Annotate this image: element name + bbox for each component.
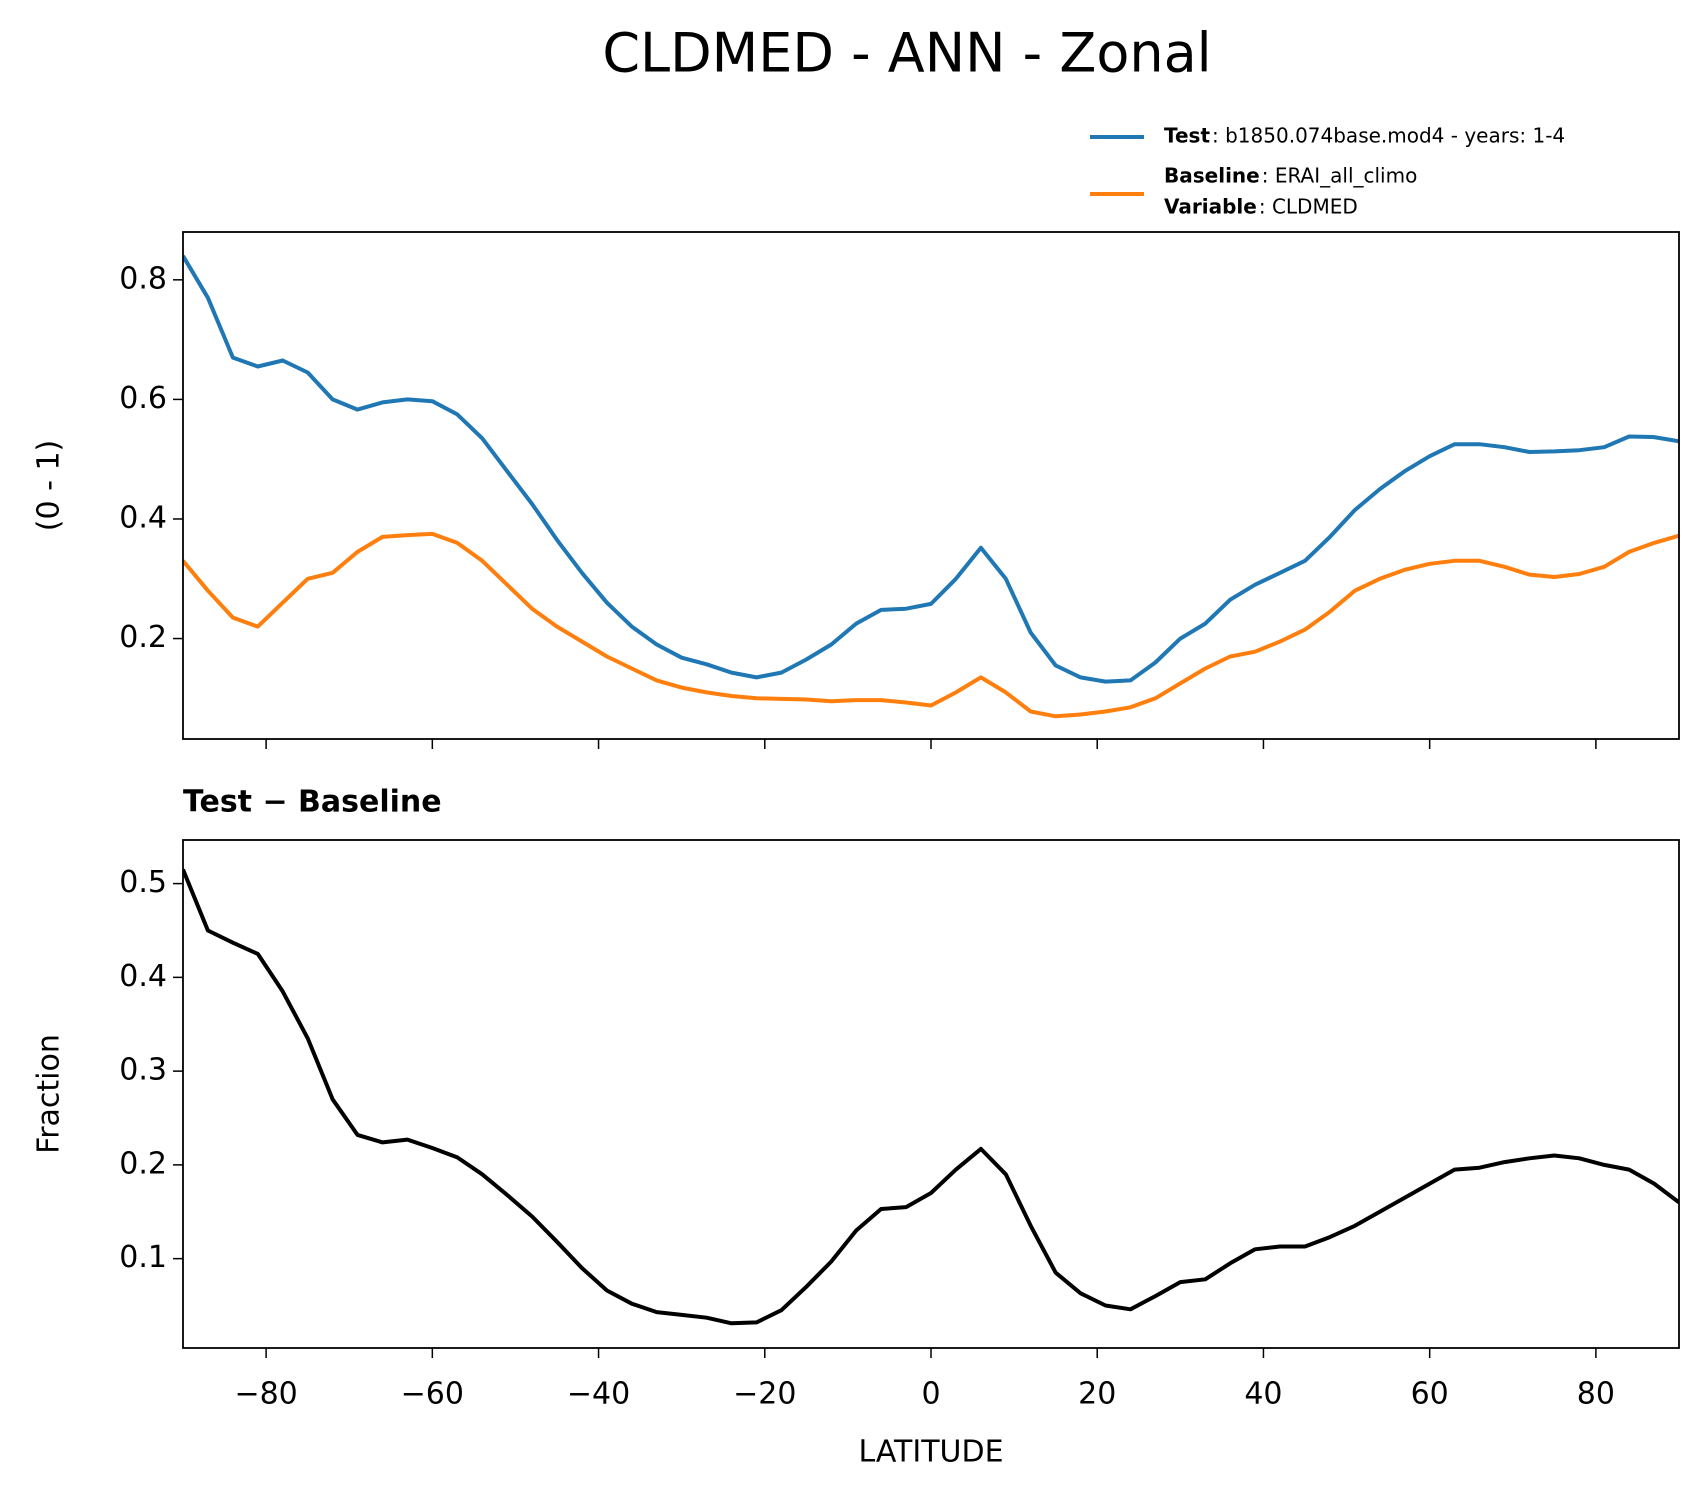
- y-tick-label: 0.3: [119, 1053, 167, 1088]
- legend-name: Baseline: [1164, 164, 1260, 188]
- legend-name: Variable: [1164, 195, 1257, 219]
- y-tick-label: 0.6: [119, 381, 167, 416]
- y-tick-label: 0.2: [119, 1146, 167, 1181]
- x-axis-label: LATITUDE: [858, 1435, 1003, 1470]
- data-line: [183, 531, 1679, 719]
- y-tick-label: 0.5: [119, 865, 167, 900]
- y-axis-label: Fraction: [32, 1034, 67, 1154]
- legend-label: : CLDMED: [1259, 195, 1358, 219]
- x-tick-label: 60: [1411, 1377, 1449, 1412]
- x-tick-label: 20: [1078, 1377, 1116, 1412]
- plot-frame: [182, 839, 1680, 1349]
- y-tick-label: 0.2: [119, 620, 167, 655]
- y-tick-label: 0.1: [119, 1240, 167, 1275]
- figure-title: CLDMED - ANN - Zonal: [602, 22, 1211, 85]
- x-tick-label: 80: [1577, 1377, 1615, 1412]
- data-line: [183, 254, 1679, 684]
- x-tick-label: −40: [567, 1377, 630, 1412]
- x-tick-label: −60: [401, 1377, 464, 1412]
- y-tick-label: 0.4: [119, 959, 167, 994]
- y-axis-label: (0 - 1): [32, 440, 67, 531]
- x-tick-label: 40: [1244, 1377, 1282, 1412]
- data-line: [183, 868, 1679, 1326]
- legend-label: : ERAI_all_climo: [1262, 164, 1418, 188]
- plot-frame: [182, 231, 1680, 740]
- x-tick-label: −20: [733, 1377, 796, 1412]
- x-tick-label: −80: [234, 1377, 297, 1412]
- legend-label: : b1850.074base.mod4 - years: 1-4: [1212, 124, 1565, 148]
- legend-name: Test: [1164, 124, 1210, 148]
- y-tick-label: 0.8: [119, 261, 167, 296]
- panel-title: Test − Baseline: [183, 785, 442, 820]
- x-tick-label: 0: [921, 1377, 940, 1412]
- y-tick-label: 0.4: [119, 500, 167, 535]
